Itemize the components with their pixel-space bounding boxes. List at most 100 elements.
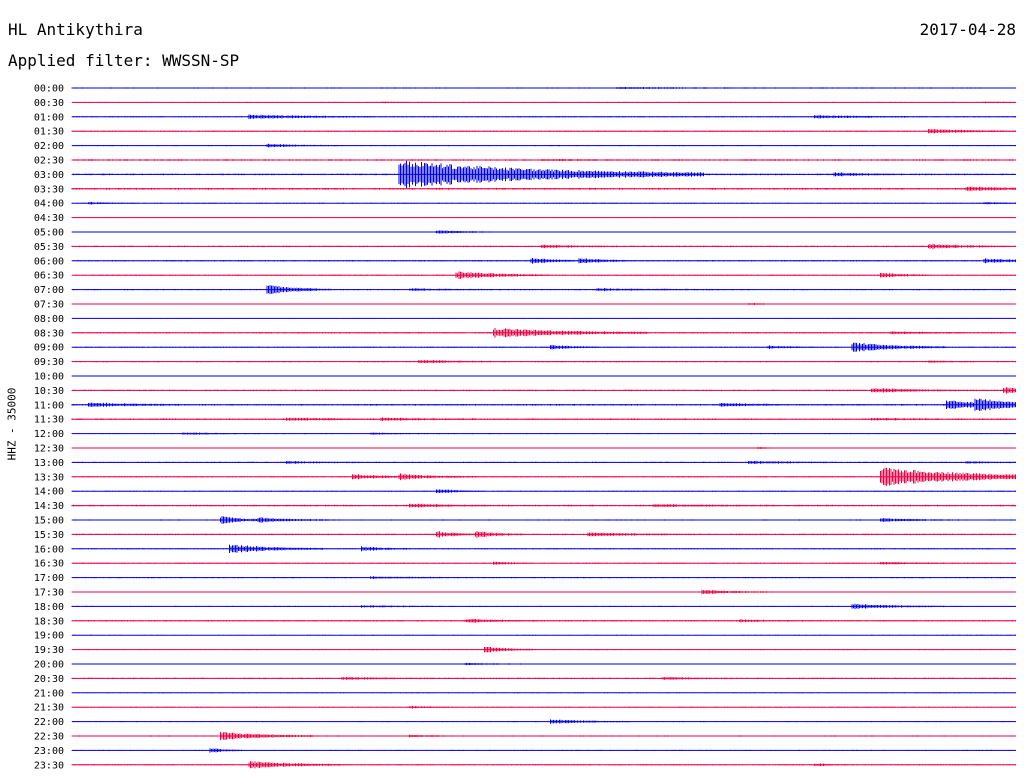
seismic-trace: [71, 589, 1016, 595]
trace-time-label: 06:00: [34, 256, 64, 267]
seismic-trace: [71, 634, 1016, 636]
trace-time-label: 23:30: [34, 760, 64, 771]
seismic-trace: [71, 561, 1016, 565]
seismic-trace: [71, 489, 1016, 493]
trace-time-label: 04:30: [34, 213, 64, 224]
trace-time-label: 15:00: [34, 516, 64, 527]
trace-time-label: 05:30: [34, 242, 64, 253]
trace-time-label: 16:00: [34, 544, 64, 555]
seismic-trace: [71, 544, 1016, 553]
trace-time-label: 19:30: [34, 645, 64, 656]
seismic-trace: [71, 217, 1016, 218]
trace-time-label: 23:00: [34, 746, 64, 757]
trace-time-label: 22:00: [34, 717, 64, 728]
seismic-trace: [71, 342, 1016, 352]
trace-time-label: 02:30: [34, 156, 64, 167]
trace-time-label: 07:30: [34, 300, 64, 311]
trace-time-label: 15:30: [34, 530, 64, 541]
seismic-trace: [71, 647, 1016, 653]
seismic-trace: [71, 375, 1016, 377]
trace-time-label: 13:00: [34, 458, 64, 469]
seismic-trace: [71, 129, 1016, 134]
trace-time-label: 03:30: [34, 184, 64, 195]
station-title: HL Antikythira: [8, 20, 143, 39]
seismic-trace: [71, 271, 1016, 279]
trace-time-label: 20:30: [34, 674, 64, 685]
seismic-trace: [71, 503, 1016, 508]
seismic-trace: [71, 201, 1016, 205]
trace-time-label: 21:30: [34, 703, 64, 714]
seismic-trace: [71, 143, 1016, 148]
seismic-trace: [71, 258, 1016, 264]
seismic-trace: [71, 114, 1016, 120]
seismic-trace: [71, 328, 1016, 338]
seismic-trace: [71, 318, 1016, 319]
seismic-trace: [71, 417, 1016, 421]
trace-time-label: 11:00: [34, 400, 64, 411]
seismic-trace: [71, 662, 1016, 666]
seismic-trace: [71, 303, 1016, 305]
seismic-trace: [71, 467, 1016, 486]
trace-time-label: 04:00: [34, 199, 64, 210]
seismic-trace: [71, 692, 1016, 694]
trace-time-label: 10:30: [34, 386, 64, 397]
trace-time-label: 06:30: [34, 271, 64, 282]
seismic-trace: [71, 531, 1016, 538]
seismic-trace: [71, 731, 1016, 741]
seismic-trace: [71, 398, 1016, 411]
trace-time-label: 03:00: [34, 170, 64, 181]
trace-time-label: 08:00: [34, 314, 64, 325]
trace-time-label: 22:30: [34, 732, 64, 743]
trace-time-label: 09:00: [34, 343, 64, 354]
seismic-trace: [71, 360, 1016, 364]
seismic-trace: [71, 719, 1016, 724]
seismic-trace: [71, 87, 1016, 89]
trace-time-label: 12:00: [34, 429, 64, 440]
seismic-trace: [71, 159, 1016, 161]
seismic-trace: [71, 618, 1016, 623]
trace-time-label: 18:30: [34, 616, 64, 627]
trace-time-label: 17:00: [34, 573, 64, 584]
trace-time-label: 16:30: [34, 559, 64, 570]
seismic-trace: [71, 748, 1016, 753]
seismic-trace: [71, 101, 1016, 104]
trace-time-label: 01:30: [34, 127, 64, 138]
trace-time-label: 00:30: [34, 98, 64, 109]
trace-time-label: 11:30: [34, 415, 64, 426]
seismic-trace: [71, 387, 1016, 394]
seismic-trace: [71, 705, 1016, 709]
seismic-trace: [71, 677, 1016, 680]
seismic-trace: [71, 460, 1016, 464]
trace-time-label: 07:00: [34, 285, 64, 296]
seismic-trace: [71, 186, 1016, 191]
trace-time-label: 00:00: [34, 84, 64, 95]
seismic-trace: [71, 516, 1016, 524]
trace-time-label: 05:00: [34, 228, 64, 239]
trace-time-label: 02:00: [34, 141, 64, 152]
trace-time-label: 20:00: [34, 660, 64, 671]
trace-time-label: 19:00: [34, 631, 64, 642]
record-date: 2017-04-28: [919, 20, 1016, 39]
trace-time-label: 10:00: [34, 372, 64, 383]
seismic-trace: [71, 603, 1016, 610]
trace-time-label: 14:30: [34, 501, 64, 512]
trace-time-label: 01:00: [34, 112, 64, 123]
trace-time-label: 09:30: [34, 357, 64, 368]
seismic-trace: [71, 447, 1016, 449]
trace-time-label: 21:00: [34, 688, 64, 699]
trace-time-label: 12:30: [34, 444, 64, 455]
trace-time-label: 08:30: [34, 328, 64, 339]
filter-label: Applied filter: WWSSN-SP: [8, 51, 240, 70]
seismic-trace: [71, 432, 1016, 435]
seismic-trace: [71, 230, 1016, 234]
seismic-trace: [71, 761, 1016, 769]
trace-time-label: 17:30: [34, 588, 64, 599]
seismic-trace: [71, 160, 1016, 188]
seismic-trace: [71, 576, 1016, 579]
seismic-trace: [71, 285, 1016, 295]
trace-time-label: 13:30: [34, 472, 64, 483]
seismic-trace: [71, 243, 1016, 250]
trace-time-label: 18:00: [34, 602, 64, 613]
trace-time-label: 14:00: [34, 487, 64, 498]
